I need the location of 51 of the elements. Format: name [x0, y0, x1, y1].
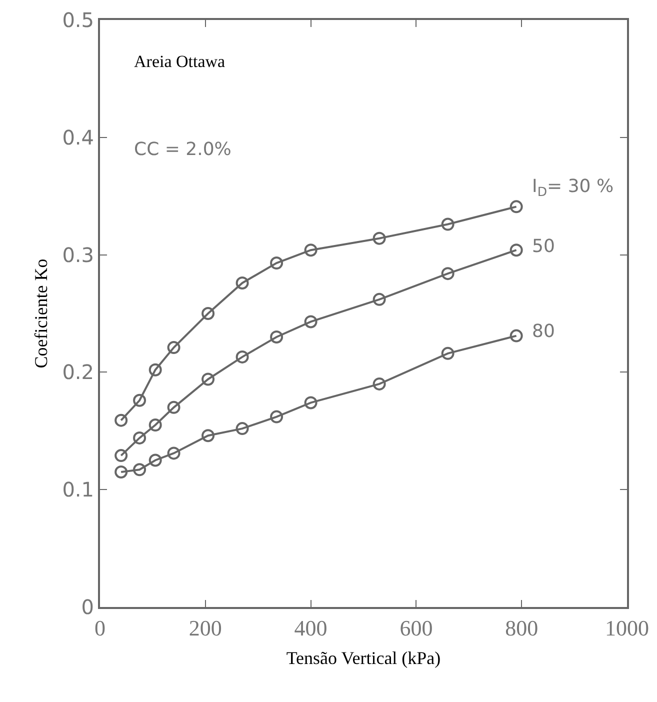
point — [441, 346, 454, 360]
point — [167, 446, 180, 460]
y-tick-label: 0.3 — [62, 242, 94, 267]
point — [133, 463, 146, 476]
x-tick-label: 200 — [188, 615, 222, 640]
point — [148, 418, 162, 432]
y-tick-label: 0 — [81, 595, 94, 619]
point — [202, 307, 215, 320]
point — [372, 232, 386, 245]
annotation: CC = 2.0% — [134, 139, 232, 160]
point — [236, 276, 249, 290]
point — [133, 431, 146, 444]
point — [304, 315, 318, 328]
point — [270, 256, 284, 270]
point — [441, 218, 454, 231]
series-label: 50 — [532, 236, 555, 257]
point — [441, 267, 454, 280]
point — [202, 429, 215, 442]
x-tick-label: 800 — [505, 615, 538, 640]
point — [167, 400, 180, 414]
point — [114, 414, 128, 427]
point — [202, 372, 215, 386]
point — [167, 341, 180, 354]
point — [510, 244, 523, 257]
point — [510, 329, 523, 342]
x-axis-title: Tensão Vertical (kPa) — [286, 648, 441, 668]
series-label: I$_{D}$= 30 % — [532, 176, 614, 199]
point — [148, 454, 162, 467]
point — [236, 422, 249, 436]
y-tick-label: 0.1 — [62, 478, 94, 502]
point — [372, 292, 386, 306]
y-tick-label: 0.5 — [62, 8, 94, 32]
point — [270, 410, 284, 424]
x-tick-label: 600 — [400, 615, 433, 640]
x-tick-label: 400 — [294, 615, 328, 640]
point — [304, 396, 318, 410]
series-label: 80 — [532, 321, 555, 342]
point — [133, 394, 146, 407]
annotation: Areia Ottawa — [134, 52, 226, 71]
point — [304, 244, 318, 257]
point — [510, 200, 523, 214]
x-tick-label: 1000 — [605, 615, 649, 640]
point — [372, 377, 386, 390]
y-tick-label: 0.4 — [62, 125, 94, 150]
point — [114, 449, 128, 462]
y-tick-label: 0.2 — [62, 360, 94, 384]
point — [148, 363, 162, 376]
point — [270, 330, 284, 344]
y-axis-title: Coeficiente Ko — [30, 258, 51, 368]
point — [114, 465, 128, 478]
point — [236, 350, 249, 364]
